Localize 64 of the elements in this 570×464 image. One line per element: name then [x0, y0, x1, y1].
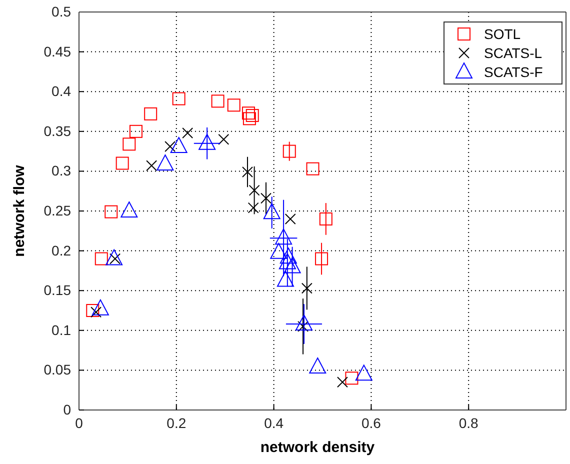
- point: [276, 270, 294, 287]
- point: [309, 358, 326, 374]
- point: [182, 127, 194, 138]
- point: [336, 376, 348, 388]
- point: [248, 202, 259, 214]
- point: [156, 154, 174, 171]
- point: [106, 249, 123, 266]
- point: [116, 156, 129, 170]
- y-tick-label: 0.15: [44, 282, 72, 298]
- point: [319, 212, 332, 226]
- point: [92, 299, 109, 316]
- point: [104, 205, 118, 218]
- point: [280, 248, 297, 264]
- y-axis-title: network flow: [11, 164, 28, 257]
- point: [260, 192, 272, 204]
- x-axis-title: network density: [260, 439, 376, 456]
- point: [170, 137, 188, 154]
- point: [218, 134, 230, 145]
- y-tick-label: 0.45: [44, 43, 72, 60]
- point: [263, 203, 280, 220]
- point: [242, 106, 255, 120]
- y-tick-label: 0.35: [44, 122, 72, 139]
- point: [144, 107, 158, 120]
- point: [275, 228, 292, 245]
- x-tick-label: 0.8: [458, 414, 479, 431]
- point: [242, 112, 256, 126]
- point: [227, 98, 240, 112]
- legend-label: SOTL: [484, 26, 521, 42]
- x-tick-label: 0.4: [264, 414, 284, 431]
- y-tick-label: 0.4: [52, 83, 72, 100]
- y-tick-label: 0.2: [52, 242, 72, 258]
- point: [246, 108, 259, 122]
- point: [301, 282, 312, 294]
- y-tick-label: 0.5: [52, 3, 72, 20]
- point: [284, 213, 296, 224]
- point: [315, 252, 328, 266]
- point: [172, 92, 186, 106]
- point: [120, 202, 138, 218]
- point: [198, 134, 216, 150]
- point: [355, 364, 372, 381]
- legend-label: SCATS-L: [484, 45, 542, 61]
- point: [306, 162, 320, 176]
- y-tick-label: 0.1: [52, 322, 72, 338]
- x-tick-label: 0.6: [361, 414, 382, 431]
- y-tick-label: 0.3: [52, 162, 72, 179]
- point: [129, 124, 142, 138]
- point: [211, 94, 224, 108]
- point: [122, 138, 136, 151]
- point: [345, 372, 358, 385]
- point: [94, 252, 108, 266]
- point: [278, 253, 296, 270]
- point: [270, 242, 288, 259]
- y-tick-label: 0.05: [44, 362, 72, 378]
- x-tick-label: 0: [75, 414, 84, 431]
- point: [164, 141, 176, 152]
- y-tick-label: 0: [63, 401, 72, 418]
- point: [295, 314, 312, 331]
- legend-label: SCATS-F: [484, 64, 543, 80]
- point: [146, 160, 158, 172]
- point: [284, 257, 301, 274]
- point: [86, 304, 100, 317]
- point: [282, 144, 296, 158]
- x-tick-label: 0.2: [166, 414, 186, 431]
- y-tick-label: 0.25: [44, 202, 72, 218]
